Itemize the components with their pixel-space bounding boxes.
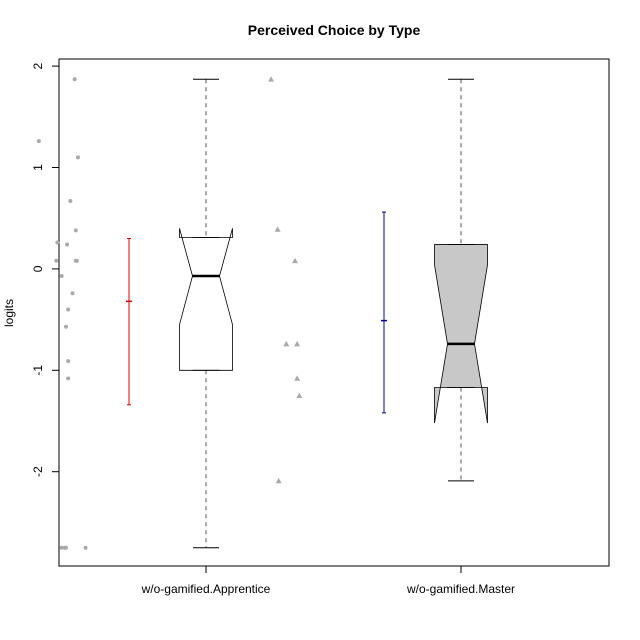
data-point (294, 340, 301, 347)
points-layer (36, 76, 303, 550)
data-point (59, 545, 64, 550)
data-point (268, 76, 275, 82)
y-tick-label: 2 (31, 62, 45, 69)
data-point (55, 240, 60, 245)
data-point (294, 375, 301, 381)
data-point (65, 242, 70, 247)
box-body (434, 244, 488, 424)
data-point (72, 77, 77, 82)
y-axis-label: logits (2, 299, 16, 327)
data-point (275, 477, 282, 484)
x-tick-label: w/o-gamified.Master (406, 582, 515, 596)
data-point (74, 258, 79, 263)
data-point (36, 139, 41, 144)
data-point (296, 392, 303, 399)
data-point (54, 258, 59, 263)
data-point (66, 307, 71, 312)
error-bars (126, 211, 387, 414)
data-point (68, 198, 73, 203)
chart-title: Perceived Choice by Type (248, 22, 421, 38)
data-point (283, 340, 290, 347)
data-point (274, 226, 281, 232)
data-point (59, 273, 64, 278)
y-tick-label: 1 (31, 164, 45, 171)
y-axis: -2 -1 0 1 2 (31, 62, 60, 477)
data-point (75, 155, 80, 160)
data-point (66, 376, 71, 381)
y-tick-label: 0 (31, 265, 45, 272)
data-point (64, 324, 69, 329)
x-tick-label: w/o-gamified.Apprentice (141, 582, 271, 596)
data-point (73, 228, 78, 233)
data-point (83, 545, 88, 550)
y-tick-label: -1 (31, 365, 45, 376)
data-point (70, 291, 75, 296)
data-point (66, 359, 71, 364)
x-axis: w/o-gamified.Apprentice w/o-gamified.Mast… (141, 565, 515, 596)
plot-frame (58, 58, 610, 567)
y-tick-label: -2 (31, 466, 45, 477)
boxplots (179, 78, 488, 549)
data-point (291, 257, 298, 264)
data-point (64, 545, 69, 550)
box-body (179, 228, 233, 371)
